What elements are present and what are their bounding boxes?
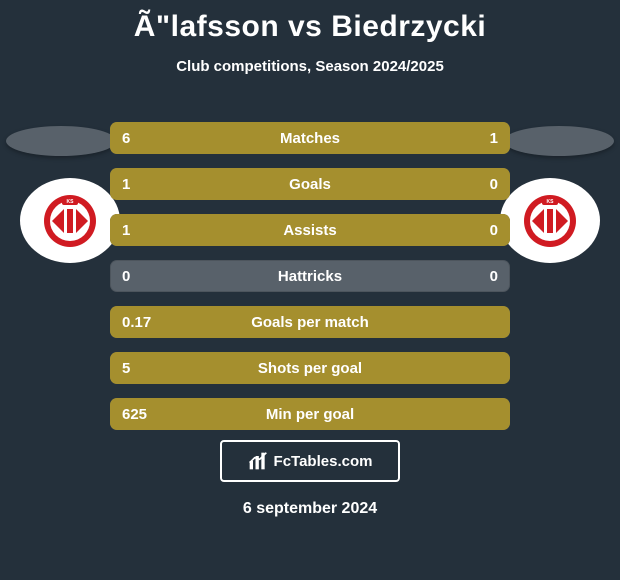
footer-date: 6 september 2024 [0,500,620,518]
stat-bar-left [110,168,510,200]
stat-row: Goals per match0.17 [110,306,510,338]
bar-chart-icon [248,451,268,471]
club-crest-icon: KS [520,191,580,251]
svg-text:KS: KS [67,199,75,205]
stat-bar-left [110,306,510,338]
stat-value-left: 0 [122,260,130,292]
stat-bar-left [110,214,510,246]
stat-bar-left [110,122,453,154]
stat-bar-left [110,352,510,384]
stat-bar-left [110,398,510,430]
stat-value-left: 1 [122,168,130,200]
comparison-bars: Matches61Goals10Assists10Hattricks00Goal… [110,122,510,444]
stat-value-left: 5 [122,352,130,384]
club-badge-left: KS [20,178,120,263]
brand-badge: FcTables.com [220,440,400,482]
page-title: Ã"lafsson vs Biedrzycki [0,0,620,44]
stat-value-left: 6 [122,122,130,154]
svg-text:KS: KS [547,199,555,205]
player-left-ellipse [6,126,116,156]
stat-value-left: 1 [122,214,130,246]
club-badge-right: KS [500,178,600,263]
stat-row: Min per goal625 [110,398,510,430]
stat-label: Hattricks [110,260,510,292]
stat-row: Goals10 [110,168,510,200]
stat-row: Shots per goal5 [110,352,510,384]
stat-value-right: 0 [490,168,498,200]
stat-value-right: 0 [490,260,498,292]
player-right-ellipse [504,126,614,156]
stat-value-right: 1 [490,122,498,154]
page-subtitle: Club competitions, Season 2024/2025 [0,58,620,75]
club-crest-icon: KS [40,191,100,251]
stat-row: Assists10 [110,214,510,246]
stat-bar-right [453,122,510,154]
stat-value-left: 0.17 [122,306,151,338]
brand-text: FcTables.com [274,453,373,470]
stat-row: Matches61 [110,122,510,154]
stat-value-right: 0 [490,214,498,246]
stat-row: Hattricks0 0 [110,260,510,292]
stat-value-left: 625 [122,398,147,430]
